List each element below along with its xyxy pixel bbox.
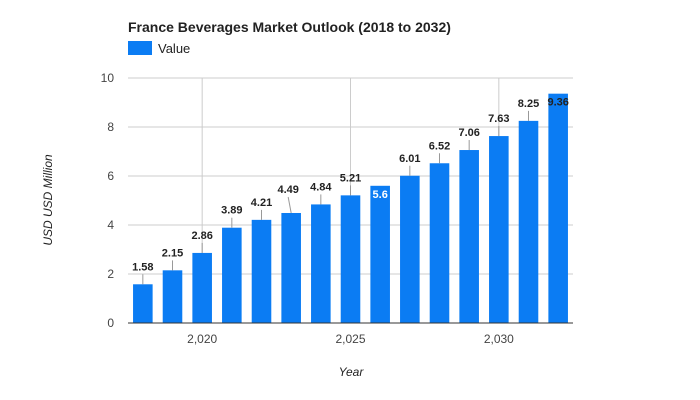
bar [311, 204, 331, 323]
bar [429, 163, 450, 323]
data-label: 8.25 [518, 98, 539, 110]
data-label: 5.21 [340, 172, 361, 184]
legend-swatch [128, 41, 152, 55]
chart-title: France Beverages Market Outlook (2018 to… [128, 19, 451, 35]
y-axis-ticks: 0 2 4 6 8 10 [101, 71, 115, 330]
bar [400, 175, 420, 323]
bar [162, 270, 183, 323]
x-tick-label: 2,025 [335, 332, 365, 346]
bar [340, 195, 361, 323]
bar [251, 219, 272, 323]
bar [518, 120, 539, 323]
bar [459, 150, 479, 323]
y-tick-label: 0 [107, 316, 114, 330]
data-label: 7.63 [488, 113, 509, 125]
bar [548, 93, 568, 324]
legend-label: Value [158, 41, 190, 56]
y-tick-label: 4 [107, 218, 114, 232]
x-axis-ticks: 2,020 2,025 2,030 [187, 332, 514, 346]
data-labels: 1.58 2.15 2.86 3.89 4.21 4.84 5.21 5.6 6.01 6.52 7… [132, 97, 569, 285]
bar [281, 212, 301, 323]
data-label: 4.21 [251, 197, 272, 209]
x-tick-label: 2,030 [484, 332, 514, 346]
y-tick-label: 10 [101, 71, 115, 85]
data-label: 4.84 [310, 181, 332, 193]
data-label: 6.01 [399, 153, 420, 165]
legend: Value [128, 41, 190, 56]
data-label: 4.49 [277, 184, 298, 196]
data-label: 7.06 [458, 127, 479, 139]
y-tick-label: 2 [107, 267, 114, 281]
x-tick-label: 2,020 [187, 332, 217, 346]
bar [192, 252, 212, 323]
data-label: 2.15 [162, 247, 183, 259]
label-leader [287, 196, 292, 214]
y-tick-label: 6 [107, 169, 114, 183]
x-axis-title: Year [339, 365, 365, 379]
data-label: 3.89 [221, 205, 242, 217]
data-label: 2.86 [191, 230, 212, 242]
y-tick-label: 8 [107, 120, 114, 134]
data-label: 6.52 [429, 140, 450, 152]
bars [133, 93, 568, 324]
data-label: 1.58 [132, 261, 153, 273]
y-axis-title: USD USD Million [41, 154, 55, 246]
bar [370, 185, 390, 323]
data-label: 9.36 [547, 97, 568, 109]
bar [133, 284, 153, 323]
data-label: 5.6 [373, 189, 388, 201]
bar [489, 136, 509, 323]
bar [222, 227, 242, 323]
